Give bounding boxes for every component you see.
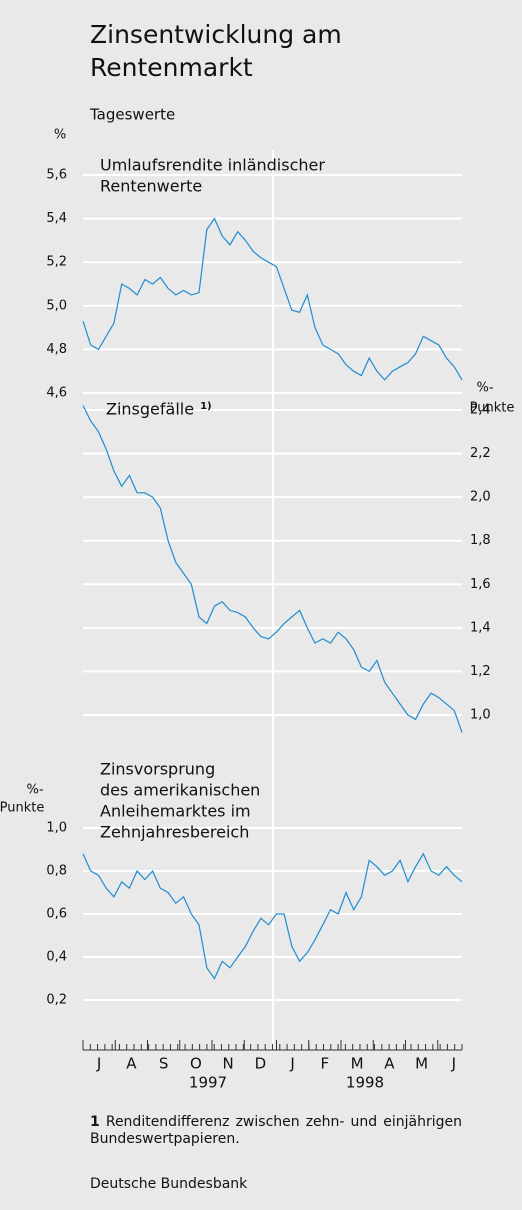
y-tick-label: 5,2 bbox=[46, 255, 67, 270]
y-tick-label: 5,0 bbox=[46, 298, 67, 313]
year-label: 1997 bbox=[189, 1074, 227, 1092]
x-tick-label: A bbox=[126, 1055, 137, 1073]
x-tick-label: S bbox=[159, 1055, 169, 1073]
y-tick-label: 0,2 bbox=[46, 993, 67, 1008]
panel-label: Anleihemarktes im bbox=[100, 802, 251, 821]
unit-label: Punkte bbox=[0, 801, 44, 816]
panel-label: des amerikanischen bbox=[100, 781, 260, 800]
unit-label: Punkte bbox=[470, 401, 515, 416]
line-series bbox=[82, 217, 463, 381]
footnote-text: Renditendifferenz zwischen zehn- und ein… bbox=[90, 1114, 463, 1147]
panel-label: Zehnjahresbereich bbox=[100, 823, 249, 842]
x-tick-label: J bbox=[451, 1055, 456, 1073]
panel-label: Zinsgefälle bbox=[106, 400, 194, 419]
y-tick-label: 0,6 bbox=[46, 907, 67, 922]
y-tick-label: 1,0 bbox=[46, 821, 67, 836]
y-tick-label: 1,0 bbox=[470, 708, 491, 723]
y-tick-label: 5,4 bbox=[46, 211, 67, 226]
y-tick-label: 1,4 bbox=[470, 620, 491, 635]
line-series bbox=[82, 852, 463, 980]
panel-label: Umlaufsrendite inländischer bbox=[100, 156, 325, 175]
y-tick-label: 2,0 bbox=[470, 490, 491, 505]
source: Deutsche Bundesbank bbox=[90, 1176, 248, 1192]
y-tick-label: 1,6 bbox=[470, 577, 491, 592]
y-tick-label: 0,8 bbox=[46, 864, 67, 879]
footnote-marker: 1 bbox=[90, 1114, 100, 1130]
x-tick-label: J bbox=[289, 1055, 294, 1073]
x-tick-label: F bbox=[321, 1055, 330, 1073]
footnote: 1 Renditendifferenz zwischen zehn- und e… bbox=[90, 1114, 462, 1148]
y-tick-label: 5,6 bbox=[46, 168, 67, 183]
unit-label: %- bbox=[26, 783, 43, 798]
x-tick-label: A bbox=[384, 1055, 395, 1073]
x-tick-label: O bbox=[190, 1055, 202, 1073]
y-tick-label: 2,4 bbox=[470, 403, 491, 418]
x-tick-label: M bbox=[415, 1055, 428, 1073]
unit-label: %- bbox=[476, 381, 493, 396]
year-label: 1998 bbox=[346, 1074, 384, 1092]
title: Zinsentwicklung am bbox=[90, 20, 342, 49]
y-tick-label: 4,6 bbox=[46, 386, 67, 401]
line-series bbox=[82, 405, 463, 733]
y-tick-label: 1,8 bbox=[470, 533, 491, 548]
x-tick-label: M bbox=[351, 1055, 364, 1073]
x-tick-label: J bbox=[96, 1055, 101, 1073]
y-tick-label: 1,2 bbox=[470, 664, 491, 679]
y-tick-label: 4,8 bbox=[46, 342, 67, 357]
footnote-ref: 1) bbox=[200, 401, 212, 412]
title: Rentenmarkt bbox=[90, 53, 253, 82]
y-tick-label: 0,4 bbox=[46, 950, 67, 965]
panel-label: Rentenwerte bbox=[100, 177, 202, 196]
panel-label: Zinsvorsprung bbox=[100, 760, 215, 779]
y-tick-label: 2,2 bbox=[470, 446, 491, 461]
unit-label: % bbox=[54, 128, 66, 143]
x-tick-label: N bbox=[223, 1055, 234, 1073]
subtitle: Tageswerte bbox=[89, 106, 175, 124]
x-tick-label: D bbox=[255, 1055, 267, 1073]
